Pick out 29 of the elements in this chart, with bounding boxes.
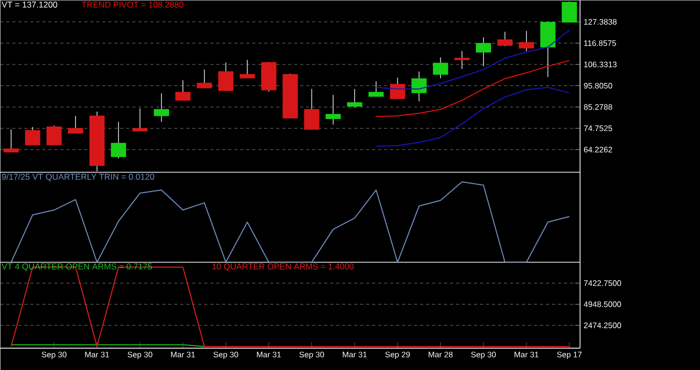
candlestick	[326, 94, 341, 125]
candlestick	[432, 56, 448, 79]
candlestick	[175, 80, 190, 101]
candlestick	[304, 88, 320, 130]
candlestick	[390, 77, 406, 99]
candlestick	[25, 126, 40, 146]
candlestick	[196, 69, 212, 88]
line-series	[376, 86, 570, 147]
text: 10 QUARTER OPEN ARMS = 1.4000	[212, 263, 354, 271]
chart-title: VT = 137.1200	[2, 2, 58, 8]
candlestick	[154, 92, 170, 122]
candlestick	[46, 125, 62, 146]
candlestick	[240, 59, 255, 78]
candlestick	[4, 128, 19, 152]
candlestick	[368, 80, 384, 97]
candlestick	[68, 115, 84, 134]
candlestick	[497, 31, 513, 46]
candlestick	[110, 121, 126, 159]
candlestick	[476, 36, 492, 67]
chart-title: 9/17/25 VT QUARTERLY TRIN = 0.0120	[2, 173, 154, 182]
candlestick	[454, 50, 470, 70]
candlestick	[518, 30, 534, 52]
candlestick	[218, 62, 234, 91]
candlestick	[562, 0, 577, 23]
candlestick	[347, 88, 362, 108]
candlestick	[411, 71, 427, 102]
candlestick	[132, 108, 148, 132]
line-series	[376, 60, 570, 117]
text: TREND PIVOT = 108.2880	[82, 2, 184, 8]
